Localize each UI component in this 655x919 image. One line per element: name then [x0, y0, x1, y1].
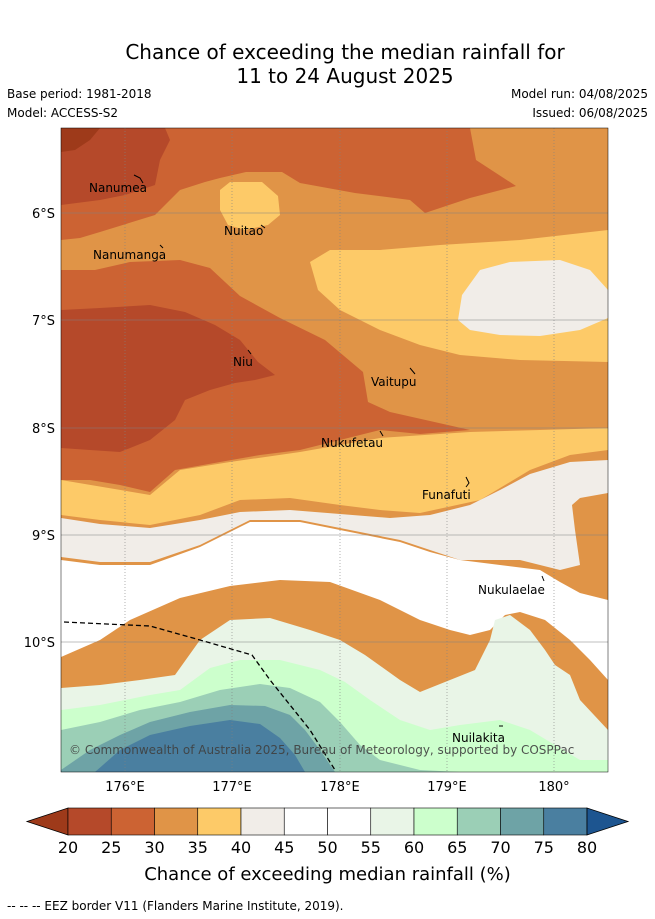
map-title-line2: 11 to 24 August 2025: [236, 64, 454, 88]
place-label: Nuitao: [224, 224, 263, 238]
lon-label: 178°E: [320, 780, 360, 795]
island-outlines: [133, 174, 545, 727]
colorbar-tick-label: 70: [490, 838, 511, 857]
colorbar-tick-label: 60: [403, 838, 425, 857]
colorbar-tick-label: 25: [101, 838, 122, 857]
probability-contours: [61, 128, 608, 772]
colorbar-swatch: [413, 807, 458, 836]
colorbar-swatch: [500, 807, 545, 836]
place-label: Nanumanga: [93, 248, 166, 262]
colorbar-swatch: [154, 807, 199, 836]
lat-label: 10°S: [24, 636, 55, 651]
band-40-45: [61, 460, 608, 570]
lon-label: 176°E: [105, 780, 145, 795]
colorbar-tick-label: 50: [317, 838, 338, 857]
colorbar-tick-label: 65: [447, 838, 468, 857]
band-35-40-south: [61, 428, 608, 525]
colorbar-tick-label: 80: [576, 838, 598, 857]
nukufetau-island: [379, 430, 384, 437]
place-label: Nuilakita: [452, 731, 505, 745]
place-label: Niu: [233, 355, 253, 369]
band-20-25-center: [61, 305, 275, 452]
band-45-55: [61, 522, 608, 680]
lat-label: 6°S: [32, 207, 55, 222]
place-label: Nanumea: [89, 181, 147, 195]
niu-island: [247, 349, 252, 355]
nanumanga-island: [159, 244, 164, 249]
colorbar-extend-low: [25, 807, 69, 836]
colorbar-tick-label: 75: [533, 838, 554, 857]
place-label: Nukulaelae: [478, 583, 545, 597]
copyright-watermark: © Commonwealth of Australia 2025, Bureau…: [69, 743, 574, 757]
eez-border: [63, 621, 336, 771]
colorbar-swatch: [240, 807, 285, 836]
colorbar-swatch: [197, 807, 242, 836]
band-35-40: [220, 182, 280, 230]
band-75-80: [95, 720, 305, 772]
vaitupu-island: [409, 367, 416, 375]
base-period-label: Base period: 1981-2018: [7, 87, 152, 101]
nanumea-island: [133, 174, 144, 184]
colorbar-swatch: [370, 807, 415, 836]
place-label: Funafuti: [422, 488, 471, 502]
issued-label: Issued: 06/08/2025: [532, 106, 648, 120]
model-label: Model: ACCESS-S2: [7, 106, 119, 120]
nuitao-island: [260, 224, 266, 229]
lon-label: 179°E: [427, 780, 467, 795]
lat-label: 9°S: [32, 529, 55, 544]
lat-label: 7°S: [32, 314, 55, 329]
colorbar-label: Chance of exceeding median rainfall (%): [144, 864, 511, 885]
place-label: Vaitupu: [371, 375, 417, 389]
lon-label: 177°E: [212, 780, 252, 795]
colorbar-extend-high: [586, 807, 630, 836]
colorbar-tick-label: 45: [274, 838, 295, 857]
colorbar-tick-label: 35: [187, 838, 208, 857]
funafuti-island: [465, 476, 470, 488]
colorbar-swatch: [283, 807, 328, 836]
colorbar-swatch: [67, 807, 112, 836]
map-frame: [60, 127, 609, 773]
model-run-label: Model run: 04/08/2025: [510, 87, 648, 101]
colorbar-tick-label: 30: [144, 838, 165, 857]
band-25-30: [61, 128, 516, 240]
colorbar: [25, 807, 630, 836]
map-title-line1: Chance of exceeding the median rainfall …: [125, 40, 565, 64]
nukulaelae-island: [541, 575, 545, 582]
colorbar-swatch: [327, 807, 372, 836]
gridlines: [61, 128, 608, 772]
lat-label: 8°S: [32, 422, 55, 437]
band-20-25: [61, 128, 170, 205]
band-20-dark-corner: [61, 128, 100, 152]
colorbar-swatch: [110, 807, 155, 836]
band-40-45-east: [458, 260, 608, 336]
place-label: Nukufetau: [321, 436, 383, 450]
colorbar-swatch: [456, 807, 501, 836]
colorbar-tick-label: 55: [360, 838, 381, 857]
colorbar-tick-label: 40: [230, 838, 252, 857]
colorbar-swatch: [543, 807, 588, 836]
colorbar-tick-label: 20: [57, 838, 79, 857]
eez-footnote: -- -- -- EEZ border V11 (Flanders Marine…: [7, 899, 344, 913]
lon-label: 180°: [538, 780, 569, 795]
